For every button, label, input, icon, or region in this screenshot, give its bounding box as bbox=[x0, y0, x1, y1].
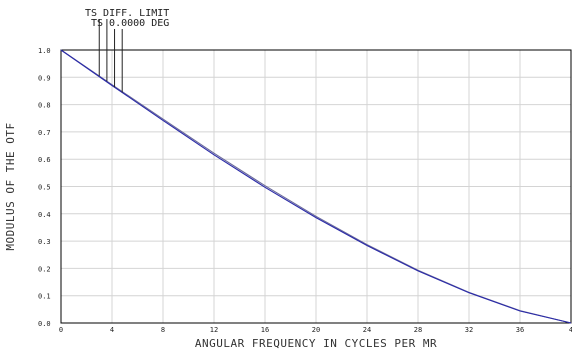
x-axis-label: ANGULAR FREQUENCY IN CYCLES PER MR bbox=[195, 337, 437, 350]
x-tick-label: 8 bbox=[161, 326, 165, 334]
legend-label-1: TS DIFF. LIMIT bbox=[85, 8, 169, 19]
y-tick-label: 0.8 bbox=[38, 102, 51, 110]
x-tick-label: 0 bbox=[59, 326, 63, 334]
y-tick-label: 1.0 bbox=[38, 47, 51, 55]
x-tick-label: 16 bbox=[261, 326, 269, 334]
y-tick-label: 0.4 bbox=[38, 211, 51, 219]
x-tick-label: 36 bbox=[516, 326, 524, 334]
plot-frame bbox=[60, 49, 572, 324]
y-tick-label: 0.6 bbox=[38, 156, 51, 164]
y-tick-label: 0.0 bbox=[38, 320, 51, 328]
x-tick-label: 20 bbox=[312, 326, 320, 334]
y-axis-label: MODULUS OF THE OTF bbox=[4, 122, 17, 250]
x-tick-label: 28 bbox=[414, 326, 422, 334]
y-tick-label: 0.1 bbox=[38, 293, 51, 301]
x-tick-label: 12 bbox=[210, 326, 218, 334]
series-line-2 bbox=[60, 49, 572, 324]
axis-ticks: 0 4 8 12 16 20 24 28 32 36 4 0.0 0.1 0.2 0.3 0.4 0.5 0.6 0… bbox=[38, 47, 572, 334]
y-tick-label: 0.5 bbox=[38, 184, 51, 192]
x-tick-label: 4 bbox=[569, 326, 572, 334]
legend-label-2: TS 0.0000 DEG bbox=[91, 18, 169, 29]
y-tick-label: 0.7 bbox=[38, 129, 51, 137]
y-tick-label: 0.3 bbox=[38, 238, 51, 246]
x-tick-label: 32 bbox=[465, 326, 473, 334]
y-tick-label: 0.2 bbox=[38, 265, 51, 273]
grid-lines bbox=[61, 50, 571, 323]
x-tick-label: 4 bbox=[110, 326, 114, 334]
series-lines bbox=[60, 49, 572, 324]
x-tick-label: 24 bbox=[363, 326, 371, 334]
y-tick-label: 0.9 bbox=[38, 74, 51, 82]
